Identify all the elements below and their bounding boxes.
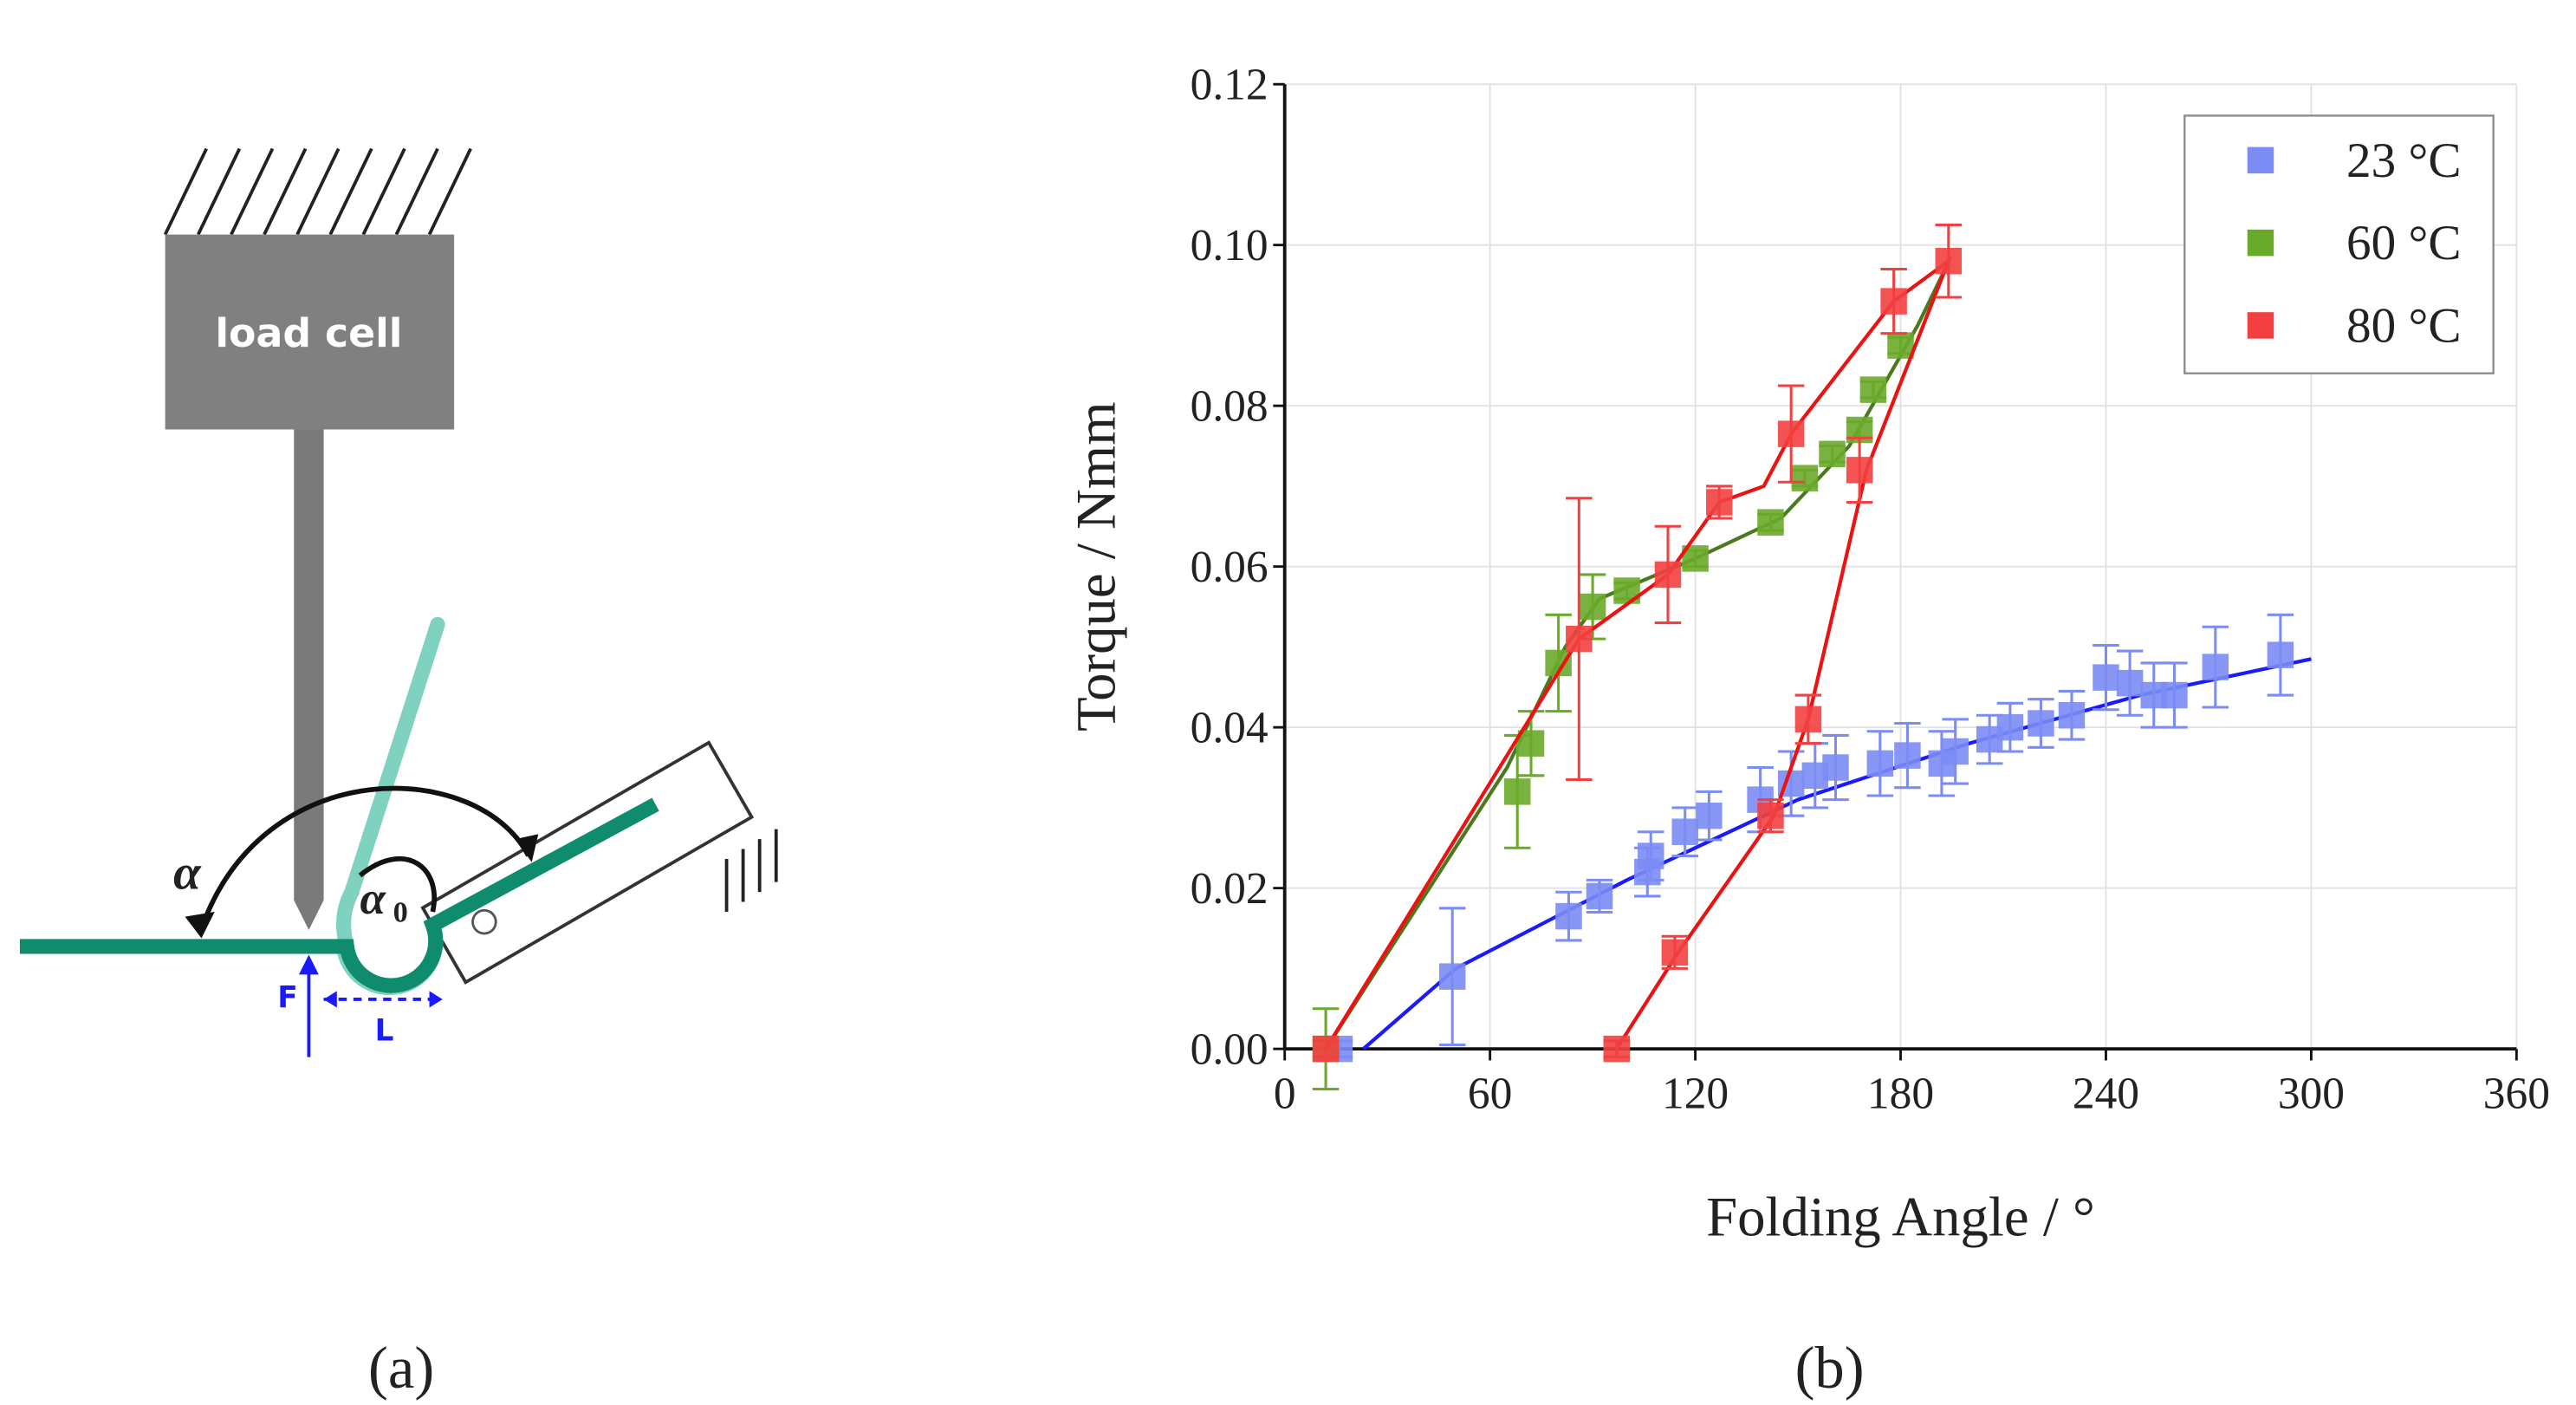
fit-line [1324, 268, 1947, 1050]
force-label: F [277, 980, 297, 1015]
point [1846, 457, 1873, 484]
point [1935, 247, 1963, 275]
legend-marker [2247, 229, 2274, 257]
x-tick-label: 300 [2278, 1070, 2345, 1119]
length-label: L [375, 1014, 394, 1049]
point [1696, 802, 1723, 829]
x-tick-label: 240 [2073, 1070, 2139, 1119]
point [1579, 593, 1606, 621]
x-tick-label: 180 [1867, 1070, 1934, 1119]
point [1791, 465, 1819, 491]
x-tick-label: 360 [2483, 1070, 2550, 1119]
x-tick-label: 0 [1274, 1070, 1296, 1119]
y-tick-label: 0.10 [1191, 221, 1269, 270]
x-tick-label: 120 [1662, 1070, 1729, 1119]
point [1819, 440, 1846, 468]
point [1822, 754, 1849, 781]
point [1894, 742, 1921, 769]
point [1312, 1035, 1340, 1063]
point [1637, 842, 1664, 869]
force-arrowhead [298, 954, 319, 975]
folded-plate [336, 616, 445, 954]
point [1866, 750, 1894, 777]
point [1566, 625, 1593, 653]
point [1671, 818, 1698, 845]
chart: 0 60 120 180 240 300 360 0.00 0.02 0.04 0.06 0.08 0.… [1065, 60, 2550, 1248]
alpha0-subscript: 0 [393, 895, 408, 928]
y-tick-label: 0.00 [1191, 1024, 1269, 1074]
alpha-label: α [173, 845, 202, 900]
x-axis-label: Folding Angle / ° [1706, 1186, 2095, 1248]
point [1586, 882, 1613, 910]
fit-line [1324, 256, 1953, 1050]
point [1661, 939, 1689, 966]
point [1503, 778, 1531, 805]
point [2028, 710, 2054, 737]
y-tick-label: 0.06 [1191, 543, 1269, 592]
hatch-right [724, 829, 778, 912]
diagram: load cell α α 0 F L [19, 147, 778, 1057]
point [1859, 376, 1887, 403]
point [1777, 420, 1805, 447]
point [2202, 654, 2229, 680]
legend-label: 80 °C [2346, 298, 2461, 353]
point [2058, 701, 2086, 729]
point [2093, 664, 2119, 691]
legend-label: 60 °C [2346, 216, 2461, 270]
y-tick-label: 0.04 [1191, 703, 1269, 752]
load-cell-label: load cell [215, 310, 402, 356]
alpha0-label: α [360, 872, 386, 924]
point [1555, 902, 1582, 930]
point [2267, 641, 2294, 668]
panel-label: (a) [368, 1335, 434, 1401]
y-axis-label: Torque / Nmm [1065, 401, 1127, 732]
load-cell [165, 234, 455, 430]
point [1880, 288, 1907, 315]
length-arrowheads [323, 991, 443, 1008]
hatch [163, 147, 472, 236]
panel-label: (b) [1795, 1335, 1865, 1401]
point [1757, 509, 1784, 536]
legend-label: 23 °C [2346, 133, 2461, 188]
alpha-arc [198, 785, 531, 929]
fit-line [1362, 657, 2312, 1050]
point [1705, 489, 1733, 516]
fixture [420, 740, 755, 985]
point [1654, 561, 1682, 589]
y-tick-label: 0.02 [1191, 864, 1269, 914]
point [2116, 669, 2144, 697]
y-tick-label: 0.08 [1191, 381, 1269, 431]
point [1438, 963, 1466, 990]
point [1942, 738, 1969, 765]
y-tick-label: 0.12 [1191, 60, 1269, 109]
point [1996, 713, 2024, 741]
x-tick-label: 60 [1468, 1070, 1512, 1119]
point [1613, 577, 1640, 604]
alpha0-arc [358, 856, 437, 913]
point [2161, 681, 2188, 709]
point [1517, 730, 1545, 757]
plate [19, 797, 659, 993]
point [1887, 332, 1914, 359]
point [1757, 802, 1784, 829]
point [1794, 706, 1822, 733]
legend-box [2183, 114, 2495, 374]
rod [294, 429, 324, 930]
point [1603, 1035, 1630, 1063]
legend-marker [2247, 312, 2274, 339]
legend-marker [2247, 146, 2274, 174]
